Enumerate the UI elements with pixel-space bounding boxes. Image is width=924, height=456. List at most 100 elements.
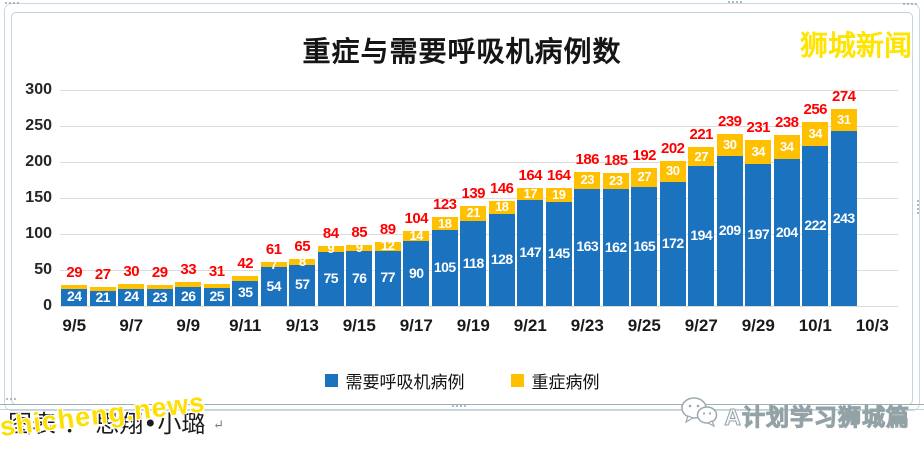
total-value-label: 221 [689, 125, 714, 143]
total-value-label: 238 [774, 113, 799, 131]
severe-bar-segment: 17 [517, 186, 544, 202]
x-tick-label: 9/11 [229, 316, 262, 335]
x-tick-label: 9/19 [456, 316, 490, 335]
ventilator-value-label: 197 [747, 226, 770, 243]
severe-bar-segment: 34 [802, 121, 829, 147]
severe-bar-segment: 7 [260, 257, 287, 272]
total-value-label: 42 [237, 254, 254, 272]
drag-handle-top-right[interactable] [903, 3, 917, 5]
x-tick-label: 9/9 [176, 316, 201, 335]
textbox-frame-outer [4, 3, 920, 411]
drag-handle-top-left[interactable] [5, 2, 19, 4]
total-value-label: 256 [803, 100, 828, 118]
ventilator-value-label: 25 [209, 288, 225, 304]
severe-value-label: 31 [837, 111, 851, 127]
drag-handle-bottom[interactable] [452, 405, 466, 407]
legend-label-severe: 重症病例 [531, 373, 600, 392]
x-tick-label: 9/17 [399, 316, 433, 335]
chart-credit-text: 图表 ： 思翔•小璐 [8, 410, 206, 438]
total-value-label: 33 [180, 261, 197, 279]
ventilator-bar-segment: 128 [488, 213, 515, 306]
severe-value-label: 34 [780, 138, 794, 154]
ventilator-bar-segment: 23 [146, 288, 173, 306]
severe-value-label: 27 [694, 148, 709, 164]
ventilator-bar-segment: 222 [802, 146, 829, 306]
ventilator-value-label: 21 [95, 289, 111, 306]
ventilator-bar-segment: 24 [118, 288, 145, 306]
x-tick-label: 10/3 [855, 316, 889, 335]
ventilator-bar-segment: 197 [745, 164, 772, 306]
severe-bar-segment: 27 [688, 146, 715, 167]
ventilator-value-label: 75 [323, 270, 339, 286]
severe-bar-segment: 30 [716, 133, 743, 156]
severe-value-label: 9 [355, 240, 363, 256]
bottom-divider-line-1 [0, 404, 924, 405]
drag-handle-top[interactable] [728, 1, 742, 3]
severe-value-label: 18 [438, 215, 452, 231]
x-tick-label: 9/21 [513, 316, 547, 335]
total-value-label: 185 [603, 151, 628, 169]
total-value-label: 239 [717, 112, 742, 130]
severe-bar-segment: 34 [745, 139, 772, 165]
severe-bar-segment: 9 [346, 240, 373, 255]
severe-value-label: 19 [552, 186, 566, 202]
severe-value-label: 12 [381, 238, 395, 254]
severe-bar-segment: 9 [317, 241, 344, 256]
legend-swatch-severe [510, 374, 524, 387]
drag-handle-bottom-left[interactable] [6, 398, 16, 400]
severe-bar-segment: 14 [403, 228, 430, 243]
severe-bar-segment [89, 286, 116, 291]
ventilator-value-label: 105 [433, 259, 456, 276]
y-tick-label: 100 [25, 225, 52, 242]
total-value-label: 27 [94, 265, 111, 283]
x-tick-label: 9/27 [684, 316, 718, 335]
severe-value-label: 23 [580, 172, 595, 188]
severe-value-label: 23 [609, 173, 623, 189]
total-value-label: 61 [265, 241, 282, 259]
ventilator-bar-segment: 25 [203, 288, 230, 306]
ventilator-value-label: 222 [804, 217, 827, 234]
chart-credit: 图表 ： 思翔•小璐 ↵ [8, 404, 224, 439]
ventilator-value-label: 118 [462, 254, 485, 271]
ventilator-bar-segment: 105 [431, 230, 458, 306]
ventilator-bar-segment: 24 [61, 288, 88, 306]
ventilator-bar-segment: 26 [175, 287, 202, 306]
x-tick-label: 9/23 [570, 316, 604, 335]
severe-value-label: 18 [495, 199, 509, 215]
ventilator-value-label: 23 [152, 288, 168, 305]
legend-swatch-ventilator [324, 374, 338, 387]
ventilator-bar-segment: 118 [460, 221, 487, 306]
ventilator-bar-segment: 163 [574, 188, 601, 306]
severe-value-label: 7 [270, 256, 278, 272]
ventilator-value-label: 204 [775, 223, 798, 240]
gridline [60, 306, 898, 307]
y-tick-label: 0 [43, 297, 52, 314]
total-value-label: 30 [123, 263, 140, 281]
severe-value-label: 34 [808, 125, 823, 141]
severe-bar-segment: 23 [602, 172, 629, 190]
drag-handle-right[interactable] [917, 200, 919, 214]
ventilator-bar-segment: 147 [517, 200, 544, 306]
total-value-label: 89 [379, 220, 396, 238]
total-value-label: 29 [66, 264, 83, 282]
total-value-label: 231 [746, 118, 771, 136]
severe-bar-segment [203, 283, 230, 288]
severe-bar-segment: 34 [773, 134, 800, 160]
x-tick-label: 9/7 [119, 316, 144, 335]
total-value-label: 104 [404, 210, 429, 228]
ventilator-value-label: 54 [266, 277, 282, 294]
total-value-label: 186 [575, 151, 600, 169]
x-tick-label: 9/5 [62, 316, 87, 335]
x-tick-label: 9/29 [741, 316, 775, 335]
ventilator-value-label: 26 [180, 287, 196, 304]
severe-value-label: 17 [523, 186, 538, 202]
ventilator-bar-segment: 21 [89, 289, 116, 306]
severe-value-label: 21 [466, 205, 481, 221]
ventilator-value-label: 57 [294, 276, 310, 293]
total-value-label: 139 [461, 184, 486, 202]
x-tick-label: 9/13 [285, 316, 319, 335]
total-value-label: 29 [151, 264, 168, 282]
total-value-label: 146 [489, 179, 514, 197]
ventilator-value-label: 165 [633, 237, 656, 254]
y-tick-label: 150 [25, 189, 52, 206]
